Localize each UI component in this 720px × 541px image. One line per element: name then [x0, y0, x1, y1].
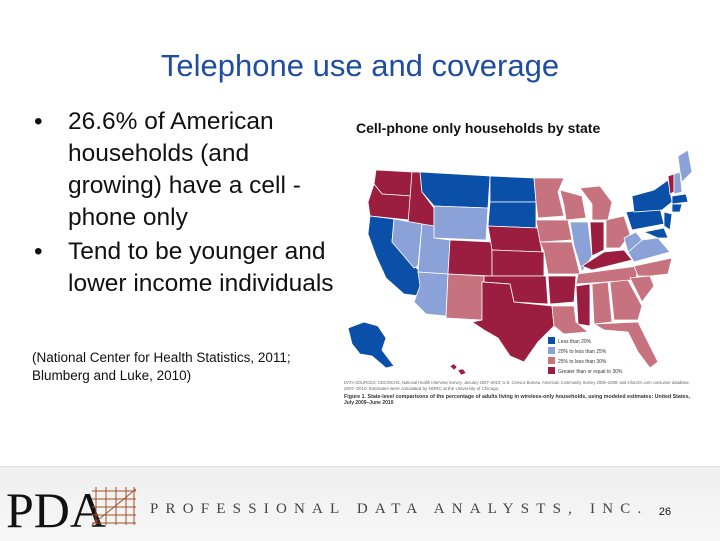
- state-missouri: [539, 241, 581, 275]
- state-newhampshire: [673, 171, 683, 195]
- state-newmexico: [445, 273, 485, 321]
- state-iowa: [535, 219, 573, 243]
- state-westvirginia: [623, 231, 643, 253]
- state-northdakota: [489, 175, 537, 203]
- company-tagline: PROFESSIONAL DATA ANALYSTS, INC.: [150, 501, 649, 517]
- legend-swatch: [548, 337, 555, 344]
- state-wisconsin: [559, 189, 587, 221]
- bullet-text: 26.6% of American households (and growin…: [68, 108, 301, 231]
- state-louisiana: [551, 305, 590, 335]
- bullet-list: • 26.6% of American households (and grow…: [34, 106, 334, 302]
- state-florida: [592, 321, 659, 369]
- state-newjersey: [663, 211, 673, 231]
- legend-swatch: [548, 347, 555, 354]
- map-legend: Less than 20% 20% to less than 25% 25% t…: [548, 337, 623, 375]
- map-source-line: 2007–2010. Estimates were calculated by …: [344, 386, 499, 391]
- map-caption-line: July 2009–June 2010: [344, 400, 394, 406]
- bullet-text: Tend to be younger and lower income indi…: [68, 238, 334, 297]
- map-source-line: DATA SOURCES: CDC/NCHS, National Health …: [344, 380, 690, 385]
- state-arkansas: [547, 275, 577, 305]
- page-number: 26: [658, 506, 672, 518]
- logo-grid-icon: [91, 487, 137, 526]
- state-maine: [677, 149, 692, 183]
- state-southdakota: [487, 201, 537, 229]
- state-nevada: [391, 218, 423, 269]
- map-heading: Cell-phone only households by state: [356, 120, 601, 136]
- legend-label: 25% to less than 30%: [558, 359, 607, 365]
- footer-banner: PDA PROFESSIONAL DATA ANALYSTS, INC.: [0, 466, 720, 541]
- state-texas: [470, 281, 555, 363]
- legend-label: 20% to less than 25%: [558, 349, 607, 355]
- state-connecticut: [671, 203, 683, 213]
- legend-swatch: [548, 367, 555, 374]
- state-colorado: [447, 239, 493, 277]
- slide-title: Telephone use and coverage: [160, 48, 560, 83]
- state-minnesota: [533, 177, 565, 219]
- bullet-item: • Tend to be younger and lower income in…: [34, 236, 334, 300]
- state-kentucky: [581, 249, 633, 271]
- state-mississippi: [575, 283, 591, 327]
- us-map-image: Less than 20% 20% to less than 25% 25% t…: [342, 138, 692, 406]
- citation: (National Center for Health Statistics, …: [32, 350, 291, 383]
- state-northcarolina: [633, 257, 673, 277]
- legend-label: Less than 20%: [558, 339, 592, 345]
- state-maryland: [642, 227, 669, 239]
- state-southcarolina: [629, 275, 655, 303]
- state-massachusetts: [671, 193, 689, 205]
- company-logo: PDA: [6, 482, 107, 538]
- state-alabama: [591, 281, 613, 325]
- legend-label: Greater than or equal to 30%: [558, 369, 623, 375]
- bullet-item: • 26.6% of American households (and grow…: [34, 106, 334, 234]
- state-indiana: [589, 221, 605, 257]
- state-alaska: [347, 321, 395, 369]
- legend-swatch: [548, 357, 555, 364]
- bullet-marker: •: [34, 238, 43, 265]
- state-nebraska: [487, 225, 543, 253]
- state-hawaii: [449, 363, 467, 376]
- state-georgia: [609, 279, 643, 321]
- state-wyoming: [433, 205, 489, 241]
- map-caption-line: Figure 1. State-level comparisons of the…: [344, 394, 691, 400]
- map-figure: Less than 20% 20% to less than 25% 25% t…: [342, 116, 692, 406]
- state-kansas: [491, 249, 545, 277]
- bullet-marker: •: [34, 108, 43, 135]
